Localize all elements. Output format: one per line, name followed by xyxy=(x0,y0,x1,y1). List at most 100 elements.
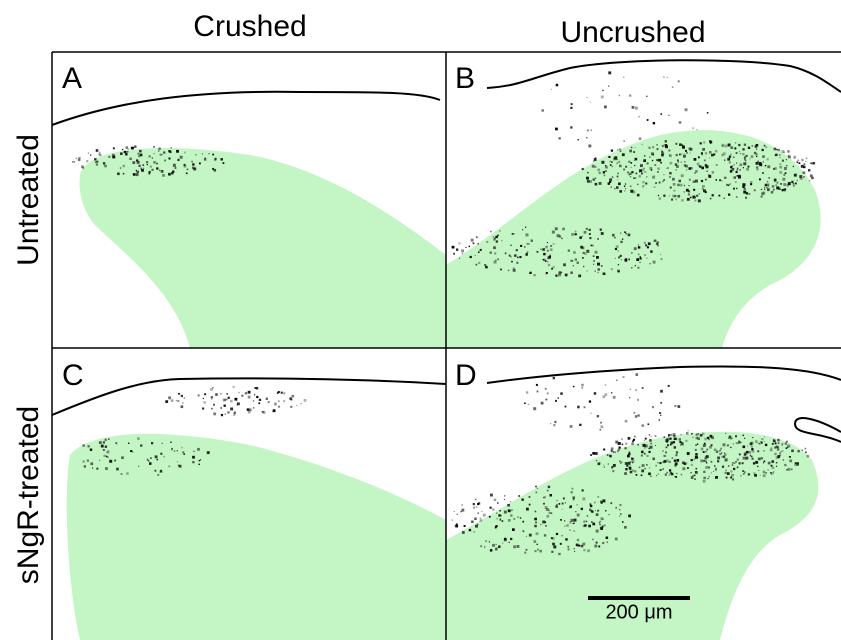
speckle xyxy=(581,508,583,510)
speckle xyxy=(627,172,629,174)
speckle xyxy=(784,191,785,192)
speckle xyxy=(646,258,647,259)
speckle xyxy=(660,254,661,255)
speckle xyxy=(213,404,215,406)
speckle xyxy=(676,154,678,156)
speckle xyxy=(624,141,625,142)
speckle xyxy=(764,441,765,442)
speckle xyxy=(641,451,644,454)
speckle xyxy=(139,150,142,153)
scale-bar-label: 200 μm xyxy=(605,601,672,623)
speckle xyxy=(744,144,746,146)
speckle xyxy=(543,259,544,260)
speckle xyxy=(234,412,236,414)
speckle xyxy=(524,246,526,248)
speckle xyxy=(663,179,665,181)
speckle xyxy=(162,174,165,177)
speckle xyxy=(794,156,796,158)
speckle xyxy=(700,460,703,463)
speckle xyxy=(764,461,766,463)
speckle xyxy=(304,399,307,402)
speckle xyxy=(131,147,134,150)
speckle xyxy=(738,441,740,443)
speckle xyxy=(686,432,689,435)
speckle xyxy=(685,150,687,152)
speckle xyxy=(186,173,188,175)
speckle xyxy=(635,158,638,161)
speckle xyxy=(259,399,261,401)
speckle xyxy=(214,159,216,161)
speckle xyxy=(704,438,707,441)
speckle xyxy=(546,515,549,518)
speckle xyxy=(601,96,604,99)
speckle xyxy=(781,150,784,153)
speckle xyxy=(525,227,526,228)
speckle xyxy=(652,176,655,179)
speckle xyxy=(689,179,691,181)
speckle xyxy=(527,243,529,245)
speckle xyxy=(601,232,604,235)
speckle xyxy=(681,434,682,435)
speckle xyxy=(810,162,812,164)
speckle xyxy=(570,530,571,531)
speckle xyxy=(476,264,478,266)
speckle xyxy=(577,139,579,141)
speckle xyxy=(639,137,642,140)
speckle xyxy=(773,471,775,473)
speckle xyxy=(743,191,746,194)
speckle xyxy=(742,153,744,155)
speckle xyxy=(745,457,748,460)
speckle xyxy=(571,491,573,493)
speckle xyxy=(672,178,675,181)
speckle xyxy=(478,513,479,514)
speckle xyxy=(181,405,184,408)
speckle xyxy=(587,515,588,516)
speckle xyxy=(496,518,498,520)
speckle xyxy=(708,467,710,469)
speckle xyxy=(782,450,784,452)
speckle xyxy=(283,392,285,394)
speckle xyxy=(730,184,731,185)
speckle xyxy=(619,165,622,168)
speckle xyxy=(233,386,235,388)
speckle xyxy=(725,433,726,434)
speckle xyxy=(653,122,655,124)
speckle xyxy=(676,473,677,474)
speckle xyxy=(759,163,762,166)
speckle xyxy=(724,198,725,199)
speckle xyxy=(739,462,741,464)
speckle xyxy=(569,521,571,523)
speckle xyxy=(72,161,73,162)
speckle xyxy=(526,536,527,537)
speckle xyxy=(453,253,455,255)
speckle xyxy=(680,184,683,187)
speckle xyxy=(171,147,173,149)
speckle xyxy=(644,155,646,157)
speckle xyxy=(571,488,573,490)
speckle xyxy=(215,393,218,396)
speckle xyxy=(648,473,651,476)
speckle xyxy=(610,502,612,504)
speckle xyxy=(583,252,585,254)
speckle xyxy=(625,468,627,470)
speckle xyxy=(663,455,665,457)
speckle xyxy=(624,186,625,187)
speckle xyxy=(461,249,464,252)
speckle xyxy=(789,460,792,463)
speckle xyxy=(743,446,746,449)
speckle xyxy=(675,199,677,201)
speckle xyxy=(551,89,552,90)
speckle xyxy=(596,542,598,544)
speckle xyxy=(735,435,737,437)
speckle xyxy=(230,408,233,411)
speckle xyxy=(690,153,691,154)
speckle xyxy=(725,458,728,461)
speckle xyxy=(545,388,547,390)
speckle xyxy=(649,439,652,442)
speckle xyxy=(283,400,285,402)
speckle xyxy=(511,509,513,511)
speckle xyxy=(520,517,522,519)
speckle xyxy=(164,160,166,162)
speckle xyxy=(776,186,779,189)
speckle xyxy=(478,243,479,244)
